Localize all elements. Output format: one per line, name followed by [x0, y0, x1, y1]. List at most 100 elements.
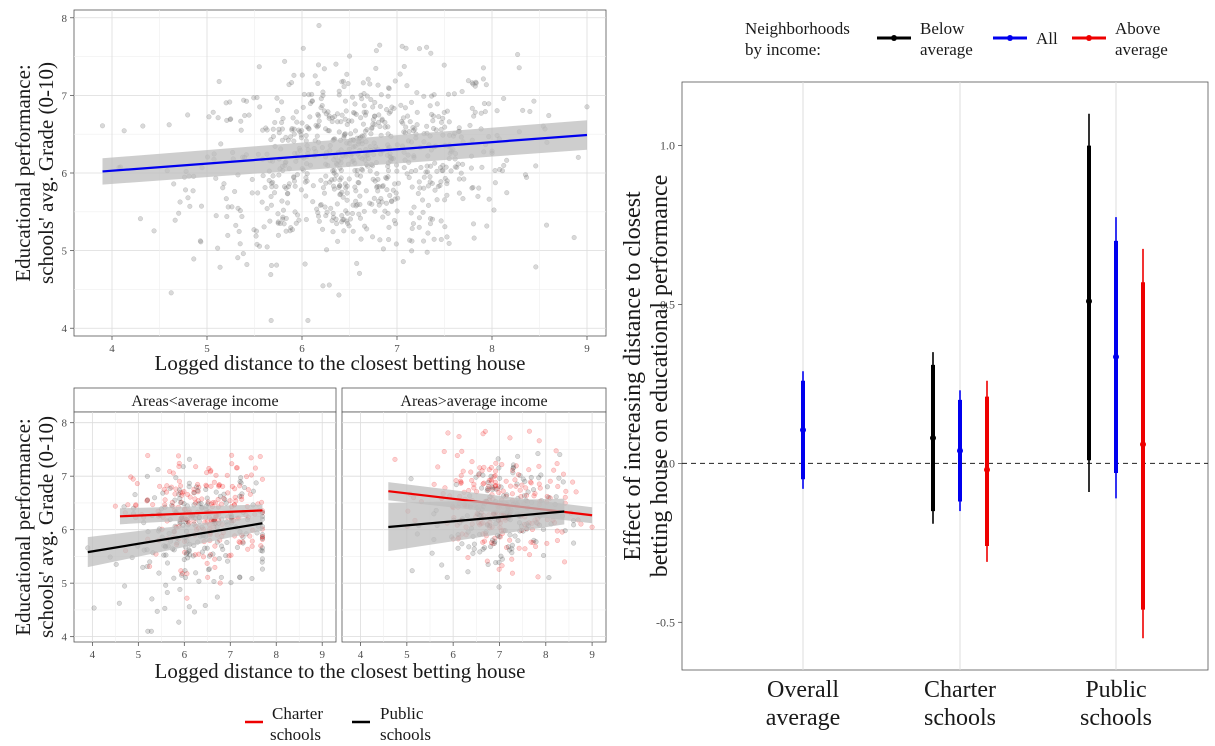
- data-point: [191, 486, 197, 492]
- data-point: [156, 570, 162, 576]
- data-point: [395, 180, 401, 186]
- data-point: [410, 128, 416, 134]
- data-point: [408, 476, 414, 482]
- data-point: [551, 467, 557, 473]
- data-point: [249, 190, 255, 196]
- data-point: [191, 256, 197, 262]
- data-point: [479, 164, 485, 170]
- data-point: [431, 92, 437, 98]
- data-point: [122, 583, 128, 589]
- data-point: [128, 474, 134, 480]
- data-point: [407, 119, 413, 125]
- data-point: [280, 115, 286, 122]
- data-point: [296, 217, 302, 223]
- data-point: [441, 109, 447, 116]
- data-point: [358, 115, 364, 121]
- data-point: [321, 108, 327, 114]
- top-x-axis-title: Logged distance to the closest betting h…: [155, 351, 526, 375]
- data-point: [198, 239, 204, 245]
- data-point: [259, 559, 265, 565]
- data-point: [561, 559, 568, 565]
- data-point: [154, 608, 160, 614]
- data-point: [286, 82, 292, 88]
- data-point: [365, 76, 371, 82]
- data-point: [316, 218, 322, 224]
- data-point: [264, 127, 270, 133]
- data-point: [223, 500, 229, 506]
- data-point: [173, 486, 179, 492]
- strip-right-box: [341, 387, 607, 413]
- data-point: [468, 469, 474, 475]
- data-point: [369, 234, 376, 240]
- data-point: [510, 462, 516, 468]
- data-point: [394, 168, 400, 174]
- data-point: [274, 107, 281, 113]
- data-point: [224, 472, 230, 478]
- data-point: [409, 248, 415, 254]
- data-point: [388, 198, 395, 204]
- data-point: [331, 170, 337, 176]
- data-point: [420, 209, 426, 215]
- data-point: [491, 207, 497, 213]
- data-point: [446, 240, 452, 246]
- data-point: [164, 589, 170, 596]
- data-point: [385, 210, 391, 216]
- data-point: [476, 185, 482, 191]
- data-point: [349, 118, 355, 124]
- data-point: [172, 217, 178, 223]
- data-point: [533, 264, 539, 270]
- data-point: [482, 428, 488, 434]
- data-point: [339, 79, 345, 85]
- data-point: [257, 104, 263, 110]
- x-tick-label: 8: [489, 343, 495, 355]
- data-point: [520, 476, 526, 482]
- data-point: [525, 489, 531, 495]
- data-point: [247, 533, 253, 539]
- data-point: [495, 456, 501, 462]
- data-point: [232, 494, 238, 500]
- data-point: [442, 224, 448, 230]
- data-point: [469, 477, 475, 484]
- data-point: [336, 292, 342, 298]
- data-point: [377, 42, 383, 48]
- data-point: [510, 470, 516, 476]
- data-point: [299, 72, 305, 78]
- data-point: [221, 181, 227, 187]
- data-point: [249, 575, 255, 582]
- x-tick-label: 8: [543, 649, 549, 661]
- data-point: [497, 166, 503, 173]
- y-tick-label: 8: [62, 418, 68, 430]
- data-point: [367, 81, 373, 87]
- data-point: [323, 180, 329, 186]
- top-axis-ticks: 4 5 6 7 8 9 4 5 6 7 8: [62, 13, 591, 355]
- data-point: [306, 92, 312, 98]
- data-point: [276, 172, 282, 178]
- data-point: [179, 490, 185, 496]
- data-point: [460, 161, 466, 167]
- data-point: [513, 483, 519, 489]
- data-point: [213, 489, 219, 495]
- data-point: [516, 65, 522, 71]
- category-label-line2: schools: [1080, 705, 1152, 731]
- right-panel-frame: [681, 81, 1209, 671]
- data-point: [536, 463, 542, 469]
- data-point: [544, 493, 550, 500]
- data-point: [237, 241, 243, 247]
- data-point: [493, 460, 499, 466]
- data-point: [481, 464, 487, 470]
- data-point: [456, 190, 462, 196]
- data-point: [520, 107, 526, 113]
- data-point: [507, 532, 513, 538]
- data-point: [458, 473, 464, 479]
- data-point: [367, 168, 373, 174]
- data-point: [205, 499, 211, 505]
- data-point: [384, 175, 390, 181]
- data-point: [253, 480, 259, 486]
- data-point: [252, 465, 258, 471]
- data-point: [441, 62, 447, 68]
- data-point: [494, 108, 500, 114]
- data-point: [479, 485, 485, 491]
- data-point: [359, 166, 365, 172]
- data-point: [417, 185, 423, 191]
- y-tick-label: 0.5: [660, 297, 675, 311]
